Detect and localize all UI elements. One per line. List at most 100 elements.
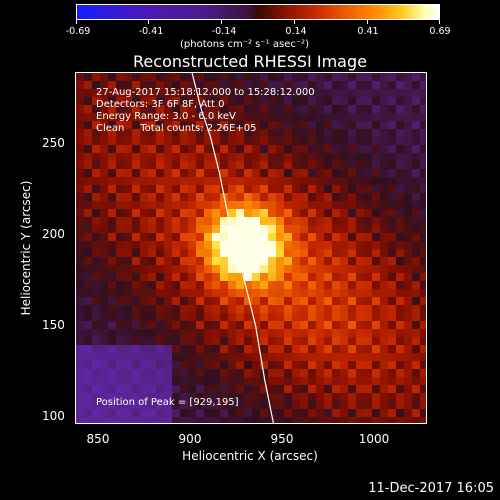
heatmap-cell <box>412 313 421 322</box>
heatmap-cell <box>148 169 157 178</box>
heatmap-cell <box>420 177 426 186</box>
heatmap-cell <box>356 321 365 330</box>
heatmap-cell <box>84 385 93 394</box>
heatmap-cell <box>76 273 85 282</box>
heatmap-cell <box>148 153 157 162</box>
heatmap-cell <box>84 161 93 170</box>
heatmap-cell <box>76 353 85 362</box>
heatmap-cell <box>372 145 381 154</box>
heatmap-cell <box>420 105 426 114</box>
heatmap-cell <box>332 97 341 106</box>
heatmap-cell <box>108 417 117 423</box>
heatmap-cell <box>268 209 277 218</box>
heatmap-cell <box>372 193 381 202</box>
heatmap-cell <box>420 273 426 282</box>
heatmap-cell <box>340 393 349 402</box>
heatmap-cell <box>380 145 389 154</box>
heatmap-cell <box>164 273 173 282</box>
heatmap-cell <box>396 329 405 338</box>
heatmap-cell <box>140 361 149 370</box>
heatmap-cell <box>132 273 141 282</box>
heatmap-cell <box>204 113 213 122</box>
heatmap-cell <box>316 369 325 378</box>
heatmap-cell <box>132 361 141 370</box>
heatmap-cell <box>340 129 349 138</box>
heatmap-cell <box>244 89 253 98</box>
heatmap-cell <box>228 225 237 234</box>
heatmap-cell <box>228 337 237 346</box>
heatmap-cell <box>292 401 301 410</box>
heatmap-cell <box>396 177 405 186</box>
heatmap-cell <box>372 345 381 354</box>
heatmap-cell <box>108 385 117 394</box>
heatmap-cell <box>260 209 269 218</box>
heatmap-cell <box>340 409 349 418</box>
heatmap-cell <box>412 233 421 242</box>
heatmap-cell <box>180 177 189 186</box>
heatmap-cell <box>308 121 317 130</box>
heatmap-cell <box>228 313 237 322</box>
heatmap-cell <box>76 241 85 250</box>
heatmap-cell <box>292 225 301 234</box>
heatmap-cell <box>420 369 426 378</box>
heatmap-cell <box>412 81 421 90</box>
heatmap-cell <box>108 121 117 130</box>
heatmap-cell <box>404 361 413 370</box>
heatmap-cell <box>140 129 149 138</box>
heatmap-cell <box>276 337 285 346</box>
heatmap-cell <box>388 233 397 242</box>
heatmap-cell <box>348 289 357 298</box>
heatmap-cell <box>420 281 426 290</box>
heatmap-cell <box>388 257 397 266</box>
heatmap-cell <box>204 337 213 346</box>
heatmap-cell <box>316 321 325 330</box>
heatmap-cell <box>100 113 109 122</box>
heatmap-cell <box>140 401 149 410</box>
heatmap-cell <box>220 385 229 394</box>
heatmap-cell <box>324 281 333 290</box>
heatmap-cell <box>332 305 341 314</box>
heatmap-cell <box>228 105 237 114</box>
heatmap-cell <box>148 177 157 186</box>
heatmap-cell <box>228 145 237 154</box>
heatmap-cell <box>332 113 341 122</box>
heatmap-cell <box>116 89 125 98</box>
heatmap-cell <box>92 305 101 314</box>
heatmap-cell <box>292 417 301 423</box>
heatmap-cell <box>356 329 365 338</box>
heatmap-cell <box>172 185 181 194</box>
heatmap-cell <box>356 377 365 386</box>
heatmap-cell <box>92 249 101 258</box>
heatmap-cell <box>220 369 229 378</box>
heatmap-cell <box>388 105 397 114</box>
heatmap-cell <box>276 113 285 122</box>
heatmap-cell <box>140 249 149 258</box>
heatmap-cell <box>220 313 229 322</box>
heatmap-cell <box>380 329 389 338</box>
heatmap-cell <box>268 193 277 202</box>
heatmap-cell <box>268 393 277 402</box>
heatmap-cell <box>412 409 421 418</box>
heatmap-cell <box>404 393 413 402</box>
heatmap-cell <box>244 393 253 402</box>
heatmap-cell <box>404 257 413 266</box>
heatmap-cell <box>364 209 373 218</box>
heatmap-cell <box>364 377 373 386</box>
heatmap-cell <box>252 265 261 274</box>
heatmap-cell <box>196 217 205 226</box>
heatmap-cell <box>76 313 85 322</box>
heatmap-cell <box>140 137 149 146</box>
heatmap-cell <box>84 257 93 266</box>
heatmap-cell <box>180 121 189 130</box>
heatmap-cell <box>276 385 285 394</box>
heatmap-cell <box>404 201 413 210</box>
heatmap-cell <box>348 225 357 234</box>
heatmap-cell <box>244 401 253 410</box>
heatmap-cell <box>356 305 365 314</box>
heatmap-cell <box>292 393 301 402</box>
heatmap-cell <box>412 377 421 386</box>
heatmap-cell <box>220 153 229 162</box>
heatmap-cell <box>372 353 381 362</box>
heatmap-cell <box>164 177 173 186</box>
heatmap-cell <box>340 417 349 423</box>
